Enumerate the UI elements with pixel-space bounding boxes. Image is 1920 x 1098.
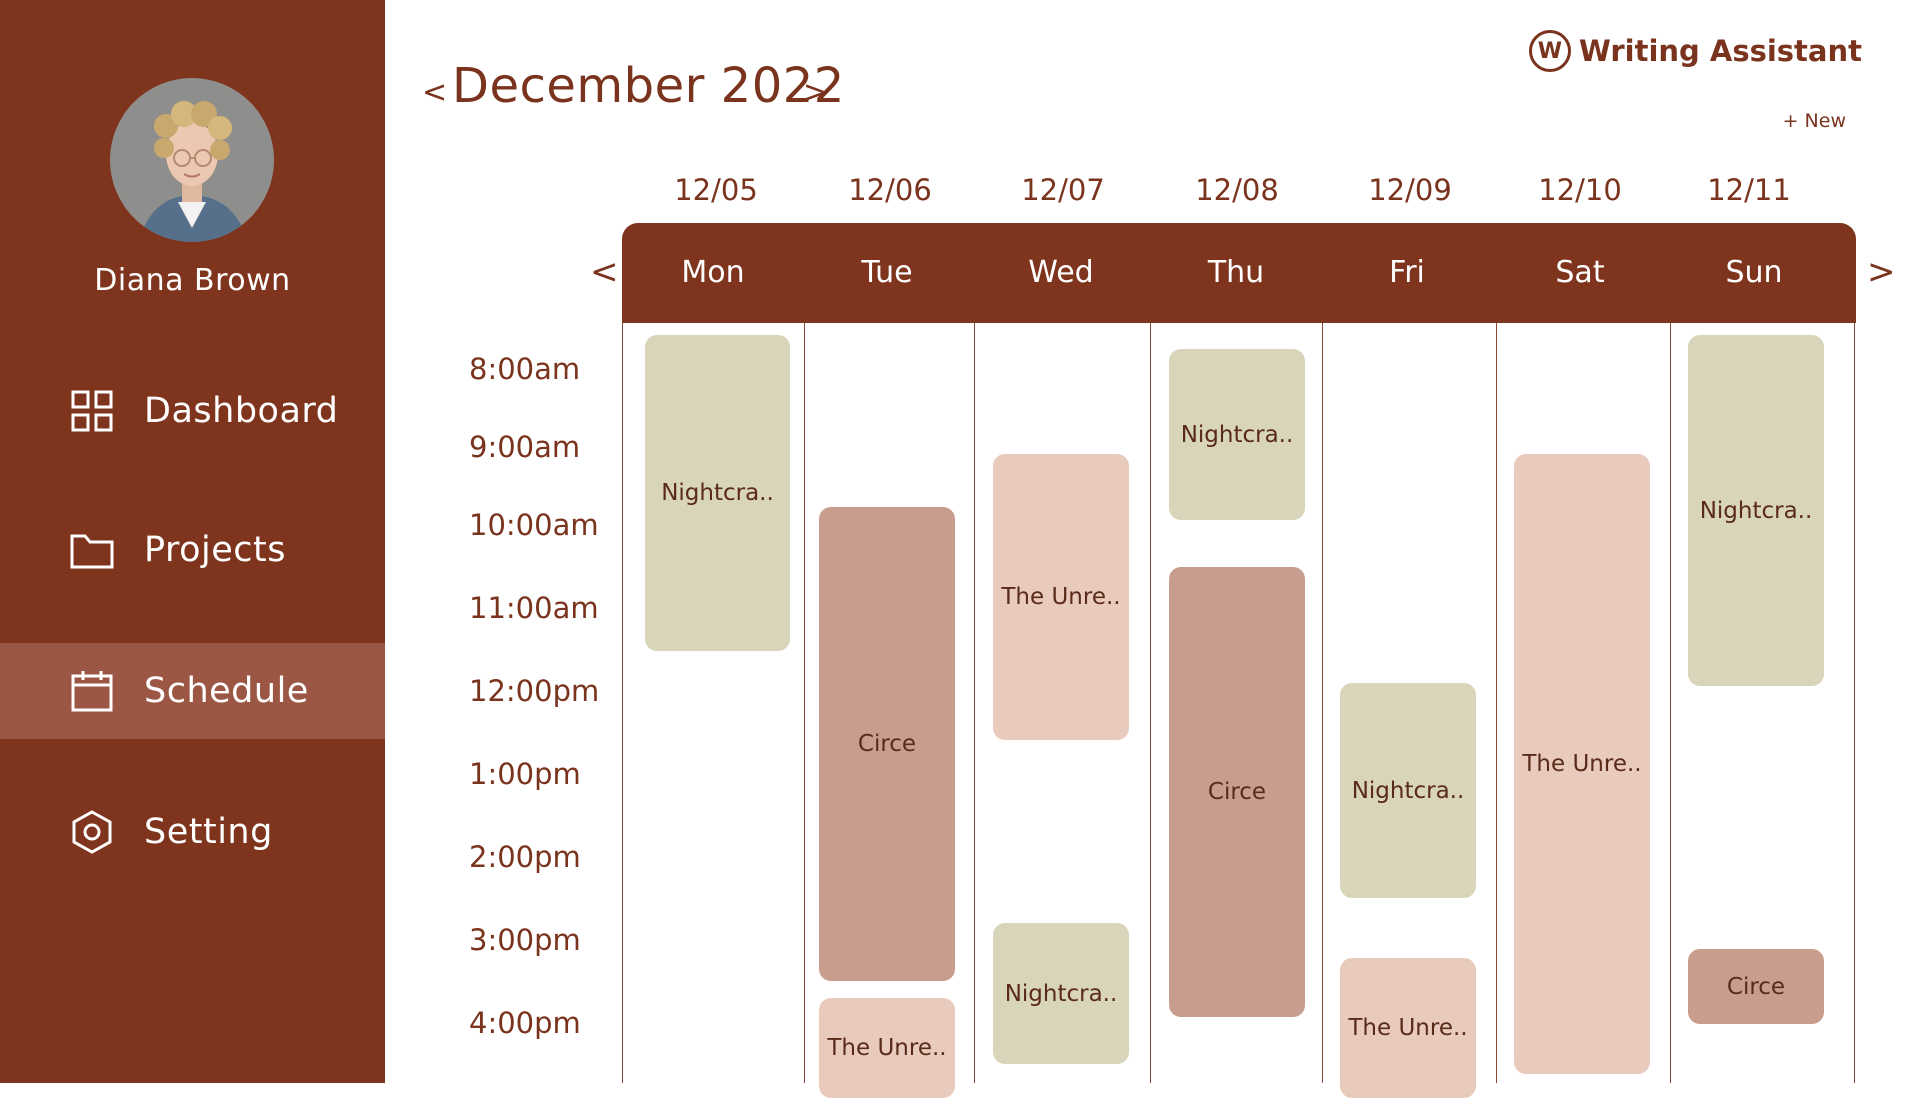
new-event-button[interactable]: + New (1782, 110, 1846, 132)
dashboard-icon (68, 387, 116, 435)
date-label: 12/09 (1368, 173, 1452, 207)
time-label: 2:00pm (469, 840, 581, 874)
day-header-thu: Thu (1207, 255, 1265, 290)
next-month-button[interactable]: > (803, 75, 829, 110)
event-card[interactable]: Nightcra.. (1340, 683, 1476, 898)
brand: W Writing Assistant (1528, 30, 1862, 72)
user-photo (110, 78, 274, 242)
day-header-sun: Sun (1725, 255, 1783, 290)
event-card[interactable]: Nightcra.. (1688, 335, 1824, 686)
grid-line (1854, 323, 1855, 1083)
next-week-button[interactable]: > (1867, 252, 1896, 292)
day-header-sat: Sat (1555, 255, 1605, 290)
event-card[interactable]: The Unre.. (1514, 454, 1650, 1074)
grid-line (1670, 323, 1671, 1083)
sidebar-item-setting[interactable]: Setting (0, 784, 385, 880)
date-label: 12/05 (674, 173, 758, 207)
sidebar-item-label: Dashboard (144, 391, 339, 431)
day-header-mon: Mon (681, 255, 745, 290)
event-card[interactable]: Circe (1688, 949, 1824, 1024)
user-name: Diana Brown (94, 263, 291, 298)
date-label: 12/07 (1021, 173, 1105, 207)
sidebar-item-dashboard[interactable]: Dashboard (0, 363, 385, 459)
grid-line (1150, 323, 1151, 1083)
day-header-tue: Tue (861, 255, 913, 290)
sidebar-item-schedule[interactable]: Schedule (0, 643, 385, 739)
day-header-bar (622, 223, 1856, 323)
time-label: 12:00pm (469, 674, 600, 708)
event-card[interactable]: The Unre.. (993, 454, 1129, 740)
grid-line (1496, 323, 1497, 1083)
avatar[interactable] (110, 78, 274, 242)
time-label: 3:00pm (469, 923, 581, 957)
event-card[interactable]: Nightcra.. (993, 923, 1129, 1064)
time-label: 9:00am (469, 430, 581, 464)
event-card[interactable]: The Unre.. (1340, 958, 1476, 1098)
event-card[interactable]: Circe (819, 507, 955, 981)
prev-week-button[interactable]: < (590, 252, 619, 292)
sidebar-item-label: Projects (144, 530, 286, 570)
brand-name: Writing Assistant (1578, 34, 1862, 68)
date-label: 12/11 (1707, 173, 1791, 207)
event-card[interactable]: Circe (1169, 567, 1305, 1017)
folder-icon (68, 526, 116, 574)
time-label: 11:00am (469, 591, 599, 625)
calendar-icon (68, 667, 116, 715)
day-header-wed: Wed (1028, 255, 1094, 290)
date-label: 12/06 (848, 173, 932, 207)
grid-line (804, 323, 805, 1083)
sidebar-item-label: Setting (144, 812, 273, 852)
time-label: 10:00am (469, 508, 599, 542)
date-label: 12/10 (1538, 173, 1622, 207)
time-label: 1:00pm (469, 757, 581, 791)
day-header-fri: Fri (1389, 255, 1425, 290)
grid-line (1322, 323, 1323, 1083)
settings-icon (68, 808, 116, 856)
prev-month-button[interactable]: < (422, 75, 448, 110)
sidebar-item-label: Schedule (144, 671, 309, 711)
time-label: 4:00pm (469, 1006, 581, 1040)
event-card[interactable]: Nightcra.. (645, 335, 790, 651)
event-card[interactable]: The Unre.. (819, 998, 955, 1098)
grid-line (622, 323, 623, 1083)
month-title: December 2022 (452, 58, 845, 114)
event-card[interactable]: Nightcra.. (1169, 349, 1305, 520)
sidebar-item-projects[interactable]: Projects (0, 502, 385, 598)
date-label: 12/08 (1195, 173, 1279, 207)
grid-line (974, 323, 975, 1083)
time-label: 8:00am (469, 352, 581, 386)
sidebar: Diana Brown Dashboard Projects (0, 0, 385, 1083)
brand-logo-icon: W (1528, 30, 1571, 72)
